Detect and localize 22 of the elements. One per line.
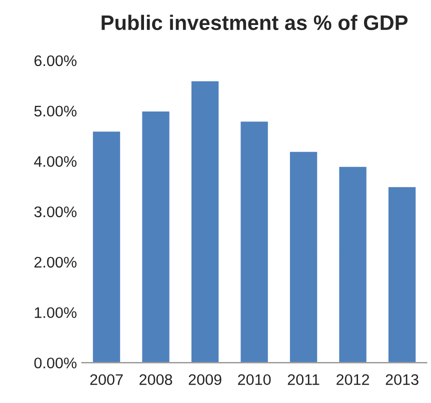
x-tick-label: 2011 — [288, 374, 320, 386]
x-tick-label: 2012 — [336, 374, 370, 386]
y-tick-label: 1.00% — [34, 307, 76, 318]
bar — [338, 166, 368, 363]
y-tick-label: 5.00% — [34, 106, 76, 117]
x-tick-label: 2013 — [386, 374, 418, 386]
x-tick-label: 2009 — [188, 374, 222, 386]
bar — [239, 120, 270, 363]
x-tick-label: 2007 — [90, 374, 123, 386]
bar — [387, 186, 418, 363]
bar — [140, 110, 171, 363]
x-tick-label: 2010 — [238, 374, 271, 386]
y-tick-label: 0.00% — [34, 358, 76, 368]
bar — [190, 80, 220, 363]
y-tick-label: 3.00% — [34, 206, 76, 218]
x-tick-label: 2008 — [140, 374, 172, 386]
bar — [92, 130, 122, 363]
chart-title: Public investment as % of GDP — [102, 14, 408, 30]
y-tick-label: 6.00% — [34, 55, 76, 66]
y-tick-label: 4.00% — [34, 156, 76, 167]
y-tick-label: 2.00% — [34, 256, 76, 268]
bar — [288, 150, 319, 363]
